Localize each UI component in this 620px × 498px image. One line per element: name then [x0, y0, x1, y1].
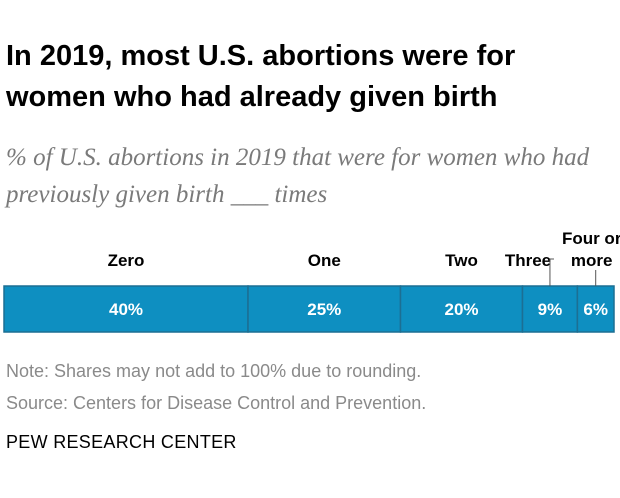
value-label-zero: 40%	[109, 300, 143, 319]
category-label-one: One	[308, 251, 341, 270]
chart-subtitle: % of U.S. abortions in 2019 that were fo…	[6, 144, 590, 208]
value-label-four-or-more: 6%	[583, 300, 608, 319]
bar-segment-two	[399, 285, 524, 333]
value-label-one: 25%	[307, 300, 341, 319]
category-label-two: Two	[445, 251, 478, 270]
chart-source: Source: Centers for Disease Control and …	[6, 393, 427, 413]
bar-segment-zero	[3, 285, 249, 333]
value-label-three: 9%	[538, 300, 563, 319]
value-label-two: 20%	[444, 300, 478, 319]
stacked-bar-chart: 40% Zero 25% One 20% Two 9% Three 6% Four or more	[3, 230, 620, 333]
organization-credit: PEW RESEARCH CENTER	[6, 432, 237, 452]
bar-segment-four-or-more	[576, 285, 615, 333]
chart-title: In 2019, most U.S. abortions were for wo…	[6, 40, 516, 113]
category-label-four-or-more: Four or more	[562, 230, 620, 270]
category-label-three: Three	[505, 251, 551, 270]
bar-segment-one	[247, 285, 402, 333]
category-label-zero: Zero	[108, 251, 145, 270]
chart-note: Note: Shares may not add to 100% due to …	[6, 361, 422, 381]
leader-line-three	[549, 258, 554, 286]
